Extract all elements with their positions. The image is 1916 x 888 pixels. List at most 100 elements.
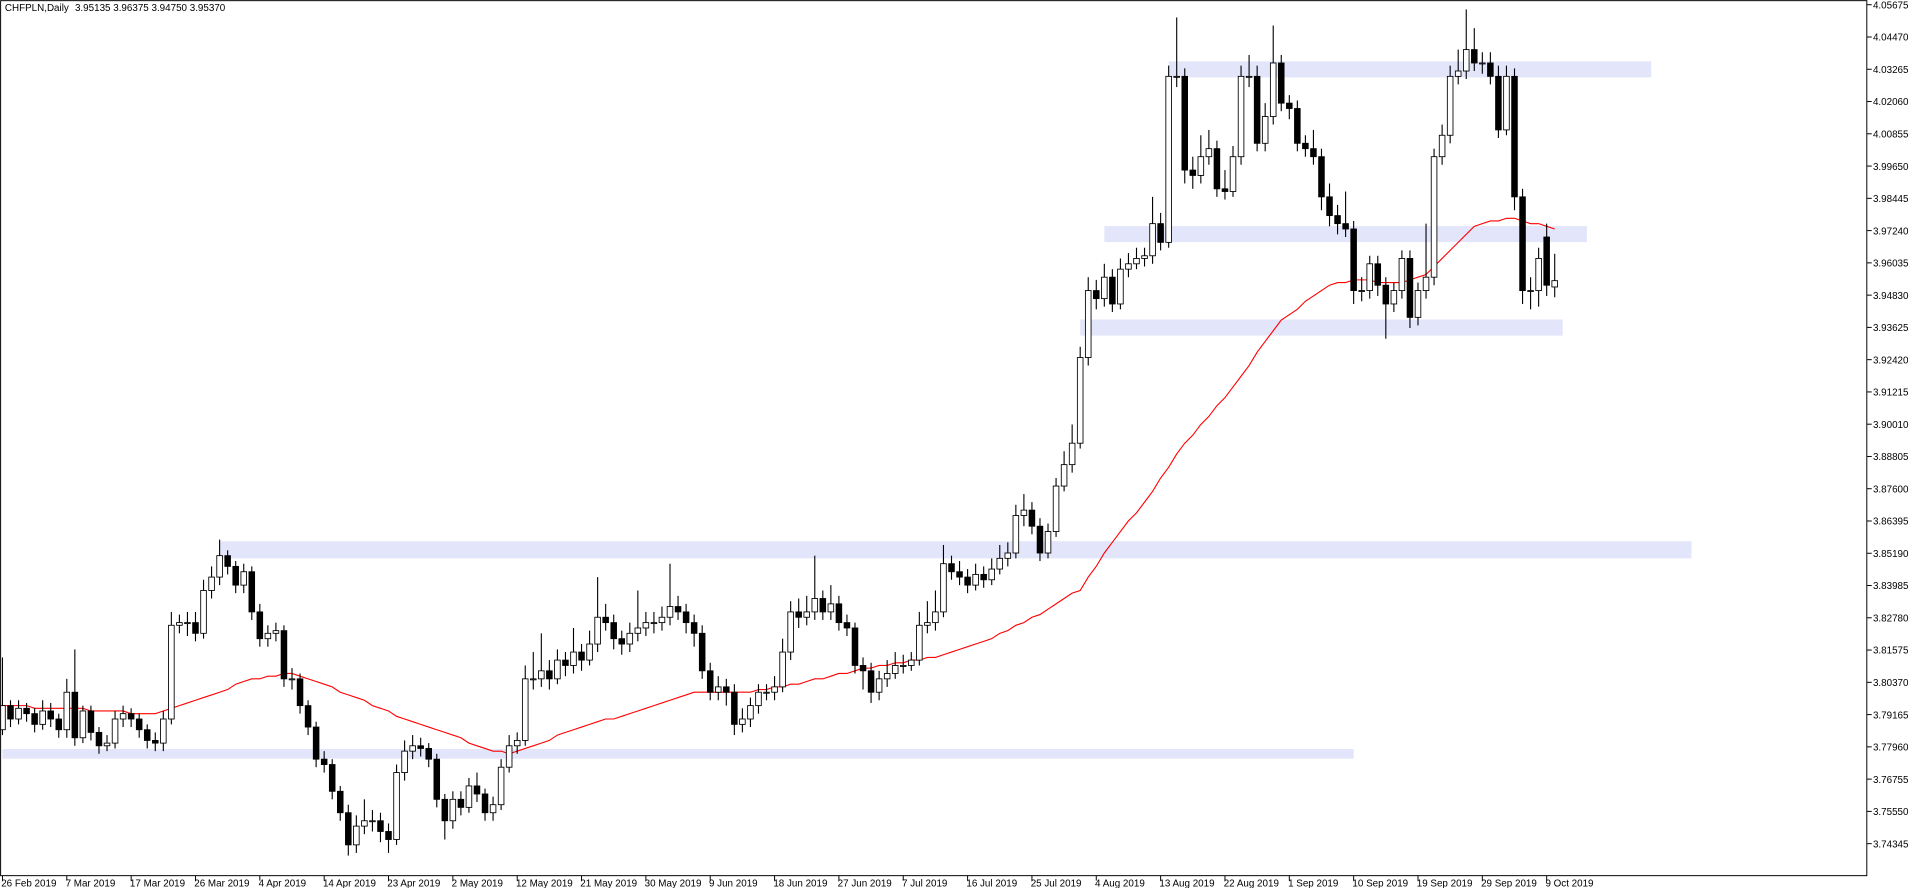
- x-tick-label: 23 Apr 2019: [387, 879, 440, 888]
- candle-body: [1527, 290, 1534, 292]
- y-tick-label: 3.75550: [1873, 807, 1909, 818]
- candle-body: [674, 606, 682, 613]
- candle-body: [248, 571, 256, 613]
- candle-body: [513, 739, 521, 747]
- y-tick-label: 3.87600: [1873, 484, 1909, 495]
- candle-body: [55, 718, 63, 731]
- plot-frame: [0, 0, 1868, 877]
- candle-body: [208, 576, 215, 591]
- candle-body: [964, 576, 971, 586]
- candle-body: [361, 820, 368, 827]
- candle-body: [0, 705, 6, 731]
- candle-body: [433, 758, 441, 800]
- candle-body: [473, 785, 481, 795]
- candle-body: [401, 750, 408, 773]
- candle-body: [192, 622, 199, 634]
- candle-body: [1181, 75, 1189, 171]
- y-tick-label: 3.83985: [1873, 581, 1909, 592]
- candle-body: [280, 630, 288, 680]
- candle-body: [1245, 75, 1253, 78]
- candle-body: [385, 831, 392, 840]
- y-tick-label: 3.91215: [1873, 388, 1909, 399]
- x-tick-label: 7 Mar 2019: [66, 879, 116, 888]
- candle-body: [1374, 263, 1382, 286]
- candle-body: [658, 616, 666, 624]
- candle-body: [425, 748, 432, 760]
- candle-body: [216, 555, 223, 578]
- candle-body: [1334, 215, 1341, 225]
- candle-body: [924, 622, 931, 626]
- candle-body: [393, 772, 400, 840]
- y-tick-label: 3.79165: [1873, 710, 1909, 721]
- candle-body: [723, 686, 730, 693]
- candle-body: [1487, 62, 1494, 77]
- candle-body: [1052, 485, 1060, 533]
- x-tick-label: 18 Jun 2019: [773, 879, 827, 888]
- candle-body: [1261, 116, 1269, 144]
- candle-body: [1302, 142, 1309, 150]
- y-tick-label: 4.00855: [1873, 129, 1909, 140]
- candle-body: [1012, 515, 1020, 554]
- x-tick-label: 4 Apr 2019: [259, 879, 307, 888]
- x-tick-label: 26 Feb 2019: [1, 879, 56, 888]
- candle-body: [1205, 148, 1213, 158]
- candle-body: [143, 729, 151, 741]
- candle-body: [1350, 228, 1357, 292]
- candle-body: [1495, 75, 1502, 131]
- candle-body: [1479, 62, 1486, 65]
- candle-body: [200, 590, 207, 634]
- y-tick-label: 3.80370: [1873, 678, 1909, 689]
- candle-body: [1157, 223, 1164, 243]
- candle-body: [739, 718, 746, 725]
- candle-body: [256, 611, 264, 640]
- candle-body: [176, 622, 183, 626]
- x-tick-label: 2 May 2019: [452, 879, 503, 888]
- candle-body: [554, 659, 561, 680]
- y-tick-label: 3.97240: [1873, 226, 1909, 237]
- candle-body: [819, 598, 827, 613]
- y-tick-label: 3.94830: [1873, 291, 1909, 302]
- candle-body: [1342, 223, 1349, 230]
- y-tick-label: 3.92420: [1873, 355, 1909, 366]
- x-tick-label: 30 May 2019: [645, 879, 702, 888]
- moving-average: [2, 217, 1555, 755]
- candle-body: [224, 555, 231, 567]
- candle-body: [63, 691, 71, 731]
- candle-body: [618, 638, 626, 645]
- candle-body: [1237, 75, 1245, 158]
- candle-body: [883, 673, 891, 680]
- candle-body: [1414, 290, 1422, 318]
- candle-body: [87, 710, 95, 733]
- candle-body: [328, 764, 336, 792]
- y-tick-label: 3.76755: [1873, 775, 1909, 786]
- y-tick-label: 3.93625: [1873, 323, 1909, 334]
- candle-body: [1535, 258, 1542, 292]
- candle-body: [481, 793, 489, 814]
- y-tick-label: 3.98445: [1873, 194, 1909, 205]
- candle-body: [1036, 525, 1044, 554]
- y-tick-label: 3.96035: [1873, 259, 1909, 270]
- candle-body: [1173, 75, 1180, 78]
- candle-body: [835, 603, 843, 624]
- candle-body: [626, 632, 634, 645]
- zones: [2, 61, 1692, 759]
- candle-body: [135, 718, 143, 731]
- candle-body: [634, 627, 642, 634]
- candle-body: [497, 766, 505, 806]
- x-tick-label: 22 Aug 2019: [1224, 879, 1279, 888]
- x-tick-label: 9 Oct 2019: [1545, 879, 1593, 888]
- candle-body: [1044, 531, 1052, 554]
- chart-title: CHFPLN,Daily 3.95135 3.96375 3.94750 3.95…: [5, 3, 226, 14]
- candle-body: [530, 678, 537, 681]
- x-tick-label: 16 Jul 2019: [966, 879, 1017, 888]
- candle-body: [779, 651, 786, 688]
- candle-body: [956, 571, 963, 578]
- candle-body: [763, 691, 770, 694]
- candle-body: [1004, 552, 1012, 559]
- candle-body: [827, 603, 835, 613]
- candle-body: [103, 742, 111, 747]
- x-tick-label: 7 Jul 2019: [902, 879, 947, 888]
- x-tick-label: 25 Jul 2019: [1031, 879, 1082, 888]
- candle-body: [843, 622, 851, 629]
